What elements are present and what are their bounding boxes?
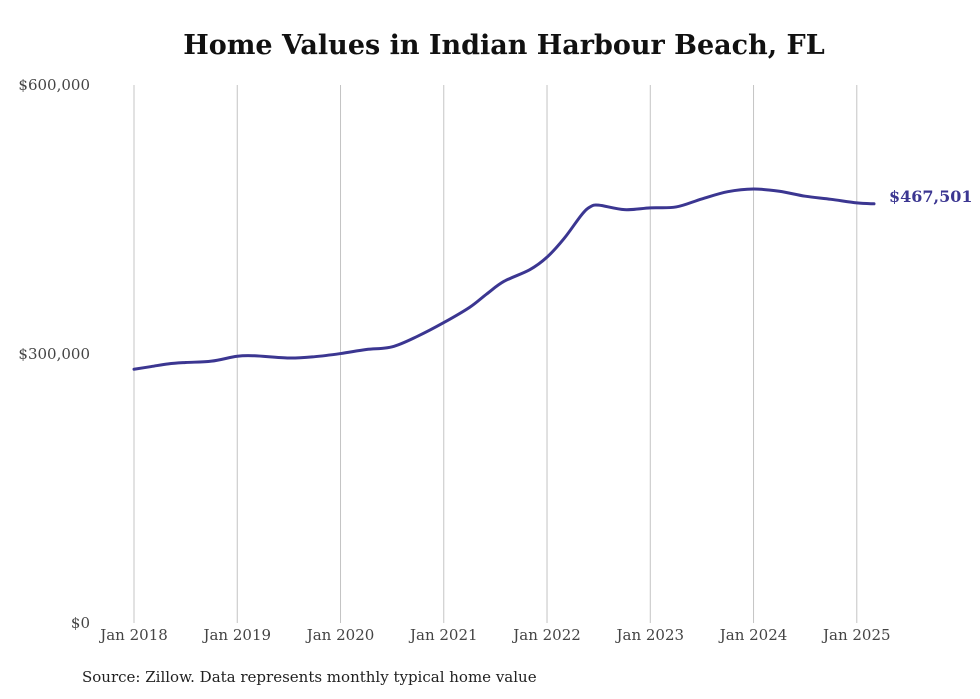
x-tick-label: Jan 2018: [98, 626, 168, 644]
x-tick-label: Jan 2019: [201, 626, 271, 644]
chart-title: Home Values in Indian Harbour Beach, FL: [183, 30, 825, 61]
y-tick-label: $0: [71, 614, 90, 632]
y-tick-label: $600,000: [18, 76, 90, 94]
y-tick-label: $300,000: [18, 345, 90, 363]
x-tick-label: Jan 2023: [614, 626, 684, 644]
x-tick-label: Jan 2025: [821, 626, 891, 644]
x-tick-label: Jan 2020: [305, 626, 375, 644]
series-line-0: [132, 187, 876, 371]
gridlines: [133, 85, 858, 623]
x-axis: Jan 2018 Jan 2019 Jan 2020 Jan 2021 Jan 2022…: [98, 626, 890, 644]
y-axis: $0 $300,000 $600,000: [18, 76, 90, 632]
data-labels: $467,501: [889, 187, 973, 206]
source-note: Source: Zillow. Data represents monthly …: [82, 668, 537, 686]
x-tick-label: Jan 2021: [408, 626, 478, 644]
end-value-label: $467,501: [889, 187, 973, 206]
x-tick-label: Jan 2022: [511, 626, 581, 644]
series-layer: [132, 187, 876, 371]
x-tick-label: Jan 2024: [718, 626, 788, 644]
